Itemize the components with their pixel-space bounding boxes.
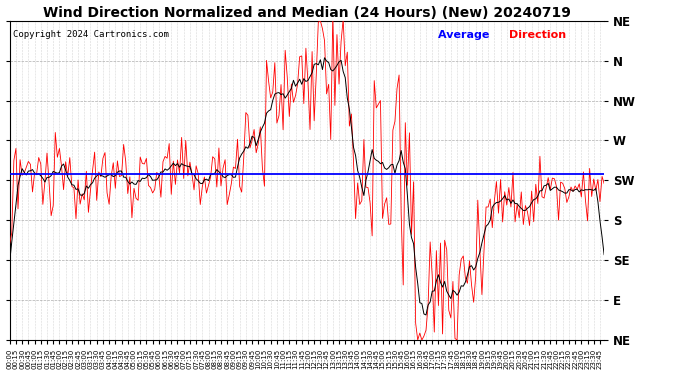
Text: Copyright 2024 Cartronics.com: Copyright 2024 Cartronics.com — [12, 30, 168, 39]
Text: Direction: Direction — [509, 30, 566, 40]
Text: Average: Average — [437, 30, 493, 40]
Title: Wind Direction Normalized and Median (24 Hours) (New) 20240719: Wind Direction Normalized and Median (24… — [43, 6, 571, 20]
